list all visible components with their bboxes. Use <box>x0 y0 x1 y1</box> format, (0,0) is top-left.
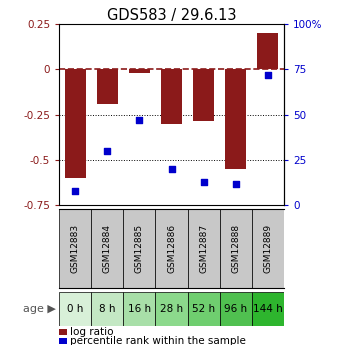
Text: GSM12885: GSM12885 <box>135 224 144 273</box>
Bar <box>59 292 91 326</box>
Text: 16 h: 16 h <box>128 304 151 314</box>
Bar <box>91 292 123 326</box>
Point <box>137 117 142 123</box>
Text: log ratio: log ratio <box>70 327 114 337</box>
Text: GSM12889: GSM12889 <box>263 224 272 273</box>
Text: percentile rank within the sample: percentile rank within the sample <box>70 336 246 345</box>
Bar <box>225 69 246 169</box>
Text: 28 h: 28 h <box>160 304 183 314</box>
Bar <box>155 292 188 326</box>
Bar <box>97 69 118 104</box>
Bar <box>161 69 182 124</box>
Text: 144 h: 144 h <box>253 304 283 314</box>
Text: 96 h: 96 h <box>224 304 247 314</box>
Text: GSM12888: GSM12888 <box>231 224 240 273</box>
Bar <box>123 209 155 288</box>
Text: GSM12884: GSM12884 <box>103 224 112 273</box>
Title: GDS583 / 29.6.13: GDS583 / 29.6.13 <box>107 8 236 23</box>
Point <box>72 188 78 194</box>
Text: 52 h: 52 h <box>192 304 215 314</box>
Text: 8 h: 8 h <box>99 304 116 314</box>
Bar <box>59 209 91 288</box>
Bar <box>65 69 86 178</box>
Bar <box>155 209 188 288</box>
Bar <box>193 69 214 121</box>
Bar <box>91 209 123 288</box>
Point <box>169 166 174 172</box>
Bar <box>188 209 220 288</box>
Bar <box>252 292 284 326</box>
Bar <box>220 209 252 288</box>
Text: GSM12886: GSM12886 <box>167 224 176 273</box>
Bar <box>188 292 220 326</box>
Bar <box>258 33 278 69</box>
Text: 0 h: 0 h <box>67 304 83 314</box>
Bar <box>123 292 155 326</box>
Bar <box>59 338 67 344</box>
Text: GSM12883: GSM12883 <box>71 224 80 273</box>
Text: age ▶: age ▶ <box>23 304 56 314</box>
Bar <box>252 209 284 288</box>
Point <box>105 148 110 154</box>
Bar <box>129 69 150 73</box>
Text: GSM12887: GSM12887 <box>199 224 208 273</box>
Bar <box>59 329 67 335</box>
Bar <box>220 292 252 326</box>
Point <box>233 181 239 186</box>
Point <box>265 72 270 78</box>
Point <box>201 179 206 185</box>
